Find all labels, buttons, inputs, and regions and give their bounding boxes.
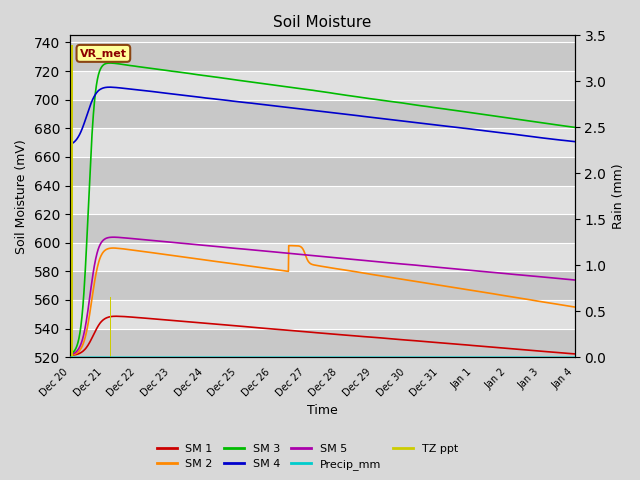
Bar — [70, 157, 575, 186]
Bar — [70, 71, 575, 100]
Bar — [70, 300, 575, 329]
X-axis label: Time: Time — [307, 404, 338, 417]
Title: Soil Moisture: Soil Moisture — [273, 15, 371, 30]
Bar — [71, 45, 73, 357]
Bar — [109, 298, 111, 357]
Y-axis label: Rain (mm): Rain (mm) — [612, 163, 625, 229]
Text: VR_met: VR_met — [80, 48, 127, 59]
Bar — [70, 128, 575, 157]
Bar — [70, 329, 575, 357]
Bar — [70, 186, 575, 214]
Bar — [70, 43, 575, 71]
Bar — [70, 271, 575, 300]
Bar — [70, 214, 575, 243]
Legend: SM 1, SM 2, SM 3, SM 4, SM 5, Precip_mm, TZ ppt: SM 1, SM 2, SM 3, SM 4, SM 5, Precip_mm,… — [152, 439, 462, 474]
Bar — [70, 100, 575, 128]
Y-axis label: Soil Moisture (mV): Soil Moisture (mV) — [15, 139, 28, 253]
Bar — [70, 243, 575, 271]
